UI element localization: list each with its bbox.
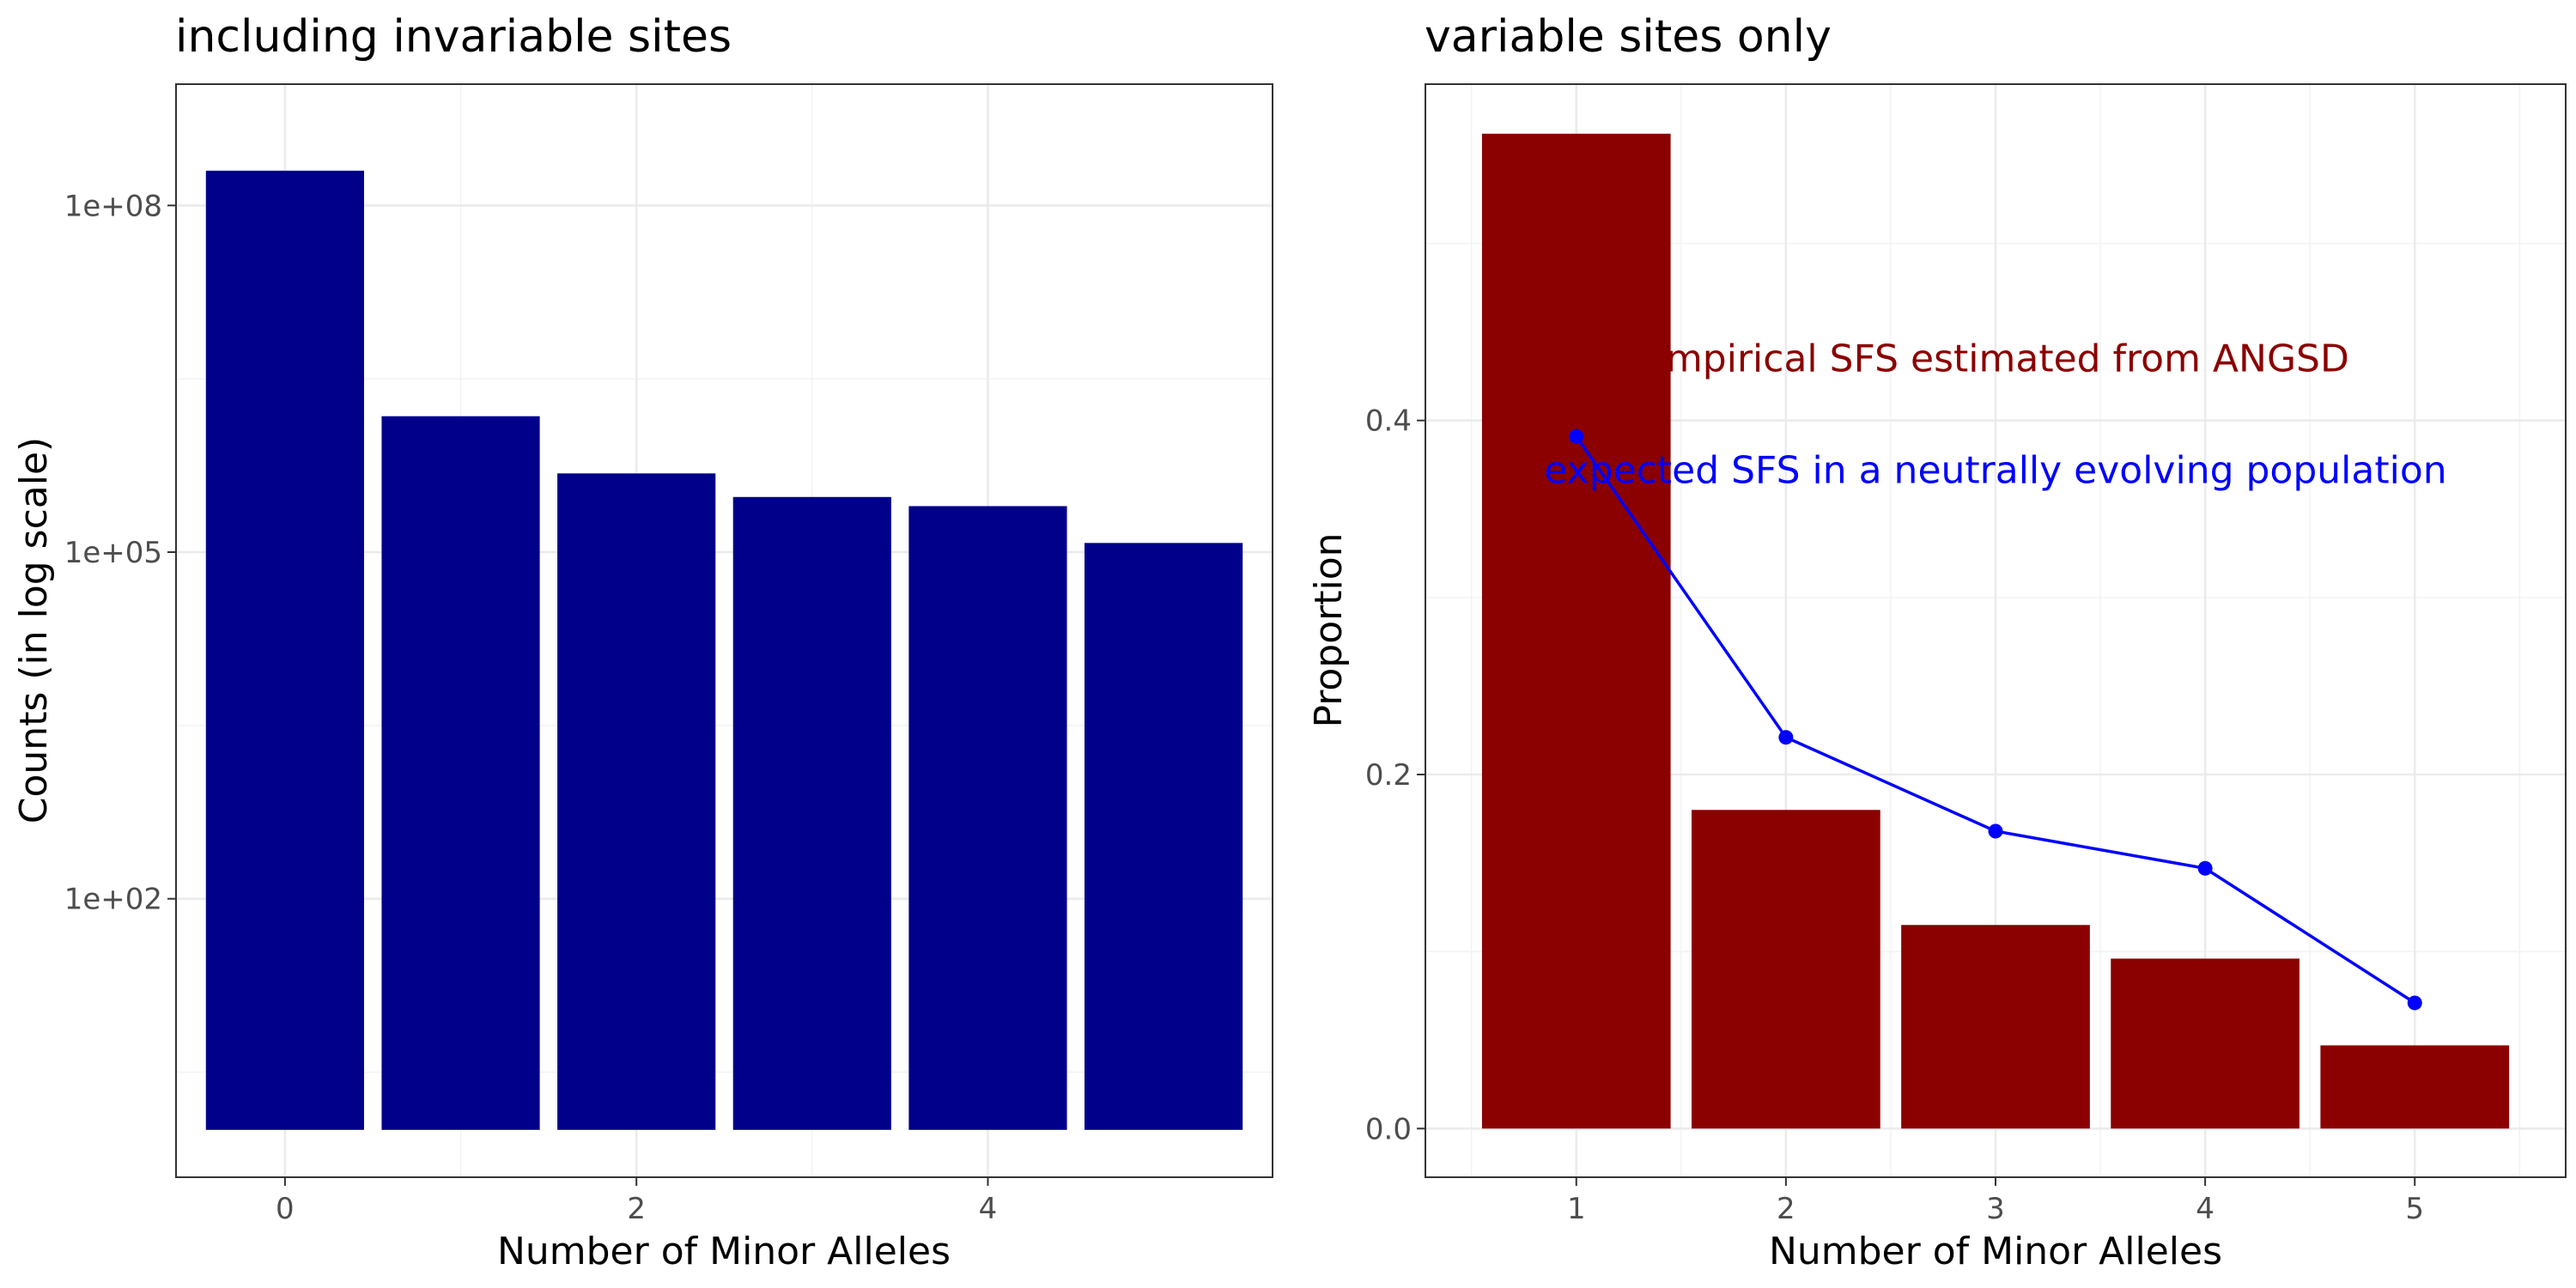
right-axes: 1 2 3 4 5 0.0 0.2 0.4 — [1365, 404, 2424, 1226]
right-y-axis-title: Proportion — [1307, 532, 1351, 727]
right-y-tick-label: 0.4 — [1365, 404, 1412, 439]
left-y-tick-label: 1e+02 — [64, 883, 162, 917]
left-bar — [557, 473, 716, 1130]
left-x-tick-label: 0 — [276, 1192, 295, 1226]
expected-sfs-point — [1778, 730, 1794, 745]
left-x-axis-title: Number of Minor Alleles — [497, 1230, 951, 1273]
left-bar — [205, 170, 364, 1130]
right-x-tick-label: 1 — [1567, 1192, 1586, 1226]
right-bar — [1901, 925, 2090, 1129]
left-bar — [381, 416, 540, 1130]
left-chart-title: including invariable sites — [175, 11, 732, 63]
expected-sfs-point — [1569, 428, 1584, 444]
left-bars — [205, 170, 1243, 1130]
panel-right: variable sites only Empirical SFS estima… — [1307, 11, 2567, 1273]
left-y-tick-label: 1e+05 — [64, 536, 162, 570]
right-x-tick-label: 4 — [2196, 1192, 2215, 1226]
right-y-tick-label: 0.0 — [1365, 1112, 1412, 1146]
left-panel-border — [175, 83, 1273, 1178]
panel-left: including invariable sites 0 2 4 1e+08 1e+05… — [12, 11, 1273, 1273]
right-bar — [1481, 133, 1671, 1129]
right-y-tick-label: 0.2 — [1365, 758, 1412, 793]
left-bar — [732, 496, 891, 1130]
left-y-tick-label: 1e+08 — [64, 189, 162, 223]
left-bar — [908, 506, 1067, 1130]
right-bar — [2320, 1045, 2510, 1129]
expected-sfs-point — [2197, 860, 2213, 876]
left-x-tick-label: 4 — [979, 1192, 998, 1226]
right-bar — [1692, 810, 1880, 1129]
right-annotations: Empirical SFS estimated from ANGSD expect… — [1544, 337, 2446, 493]
right-x-tick-label: 3 — [1986, 1192, 2005, 1226]
left-x-tick-label: 2 — [627, 1192, 646, 1226]
expected-sfs-annotation: expected SFS in a neutrally evolving pop… — [1544, 448, 2446, 492]
right-chart-title: variable sites only — [1425, 11, 1832, 63]
right-x-tick-label: 2 — [1777, 1192, 1795, 1226]
right-x-tick-label: 5 — [2405, 1192, 2424, 1226]
right-bars — [1481, 133, 2510, 1129]
expected-sfs-point — [1988, 823, 2003, 839]
empirical-sfs-annotation: Empirical SFS estimated from ANGSD — [1642, 337, 2349, 381]
right-x-axis-title: Number of Minor Alleles — [1769, 1230, 2222, 1273]
left-y-axis-title: Counts (in log scale) — [12, 437, 56, 823]
expected-sfs-point — [2407, 995, 2422, 1011]
left-axes: 0 2 4 1e+08 1e+05 1e+02 — [64, 189, 998, 1226]
right-bar — [2111, 958, 2300, 1129]
right-line-series — [1569, 428, 2422, 1011]
left-bar — [1084, 543, 1243, 1130]
